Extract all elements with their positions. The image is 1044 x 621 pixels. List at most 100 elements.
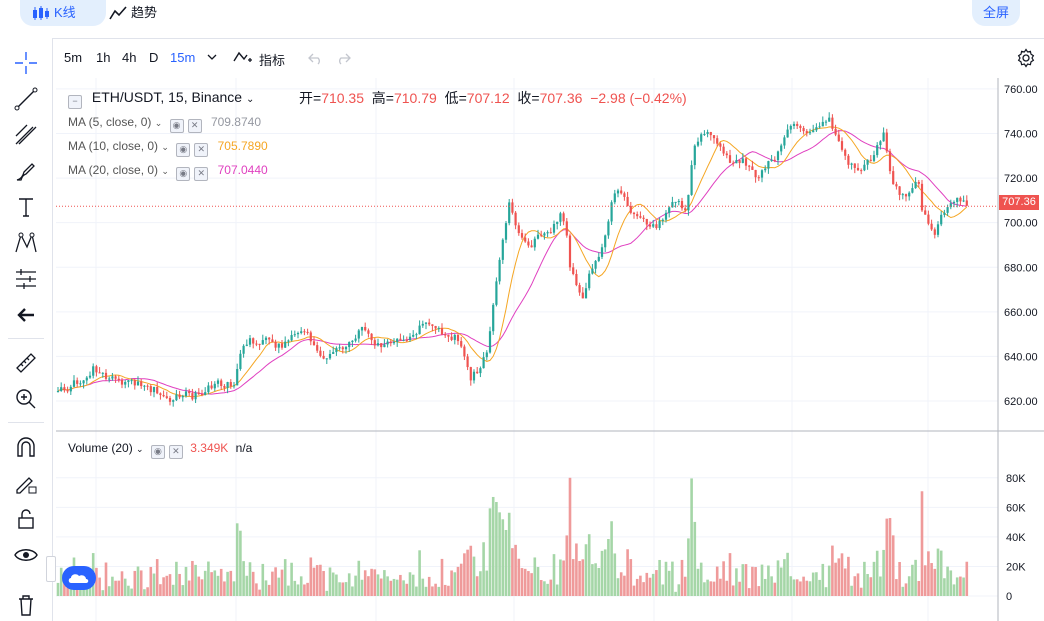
volume-bar — [594, 563, 597, 596]
tab-kline[interactable]: K线 — [20, 0, 106, 26]
volume-bar — [399, 574, 402, 596]
candle-body — [127, 380, 130, 382]
volume-bar — [962, 577, 965, 596]
timeframe-d[interactable]: D — [149, 50, 159, 65]
candle-body — [799, 125, 802, 129]
lock-icon[interactable] — [13, 506, 39, 532]
candle-body — [898, 186, 901, 195]
candle-body — [322, 355, 325, 359]
candle-body — [124, 381, 127, 385]
candle-body — [434, 325, 437, 329]
timeframe-4h[interactable]: 4h — [122, 50, 137, 65]
lock-edit-icon[interactable] — [13, 470, 39, 496]
indicators-button[interactable]: 指标 — [259, 53, 286, 68]
volume-bar — [818, 579, 821, 596]
candle-body — [418, 325, 421, 335]
candle-body — [866, 159, 869, 165]
volume-bar — [354, 575, 357, 596]
candle-body — [268, 337, 271, 340]
ruler-icon[interactable] — [13, 350, 39, 376]
trash-icon[interactable] — [13, 592, 39, 618]
trend-line-tool-icon[interactable] — [13, 86, 39, 112]
candle-body — [677, 201, 680, 203]
zoom-in-icon[interactable] — [13, 386, 39, 412]
volume-label: Volume (20) — [68, 441, 133, 455]
volume-bar — [101, 590, 105, 596]
candle-body — [271, 339, 274, 342]
candle-body — [290, 335, 293, 341]
volume-bar — [213, 570, 217, 596]
volume-bar — [335, 574, 338, 596]
candle-body — [594, 260, 597, 269]
candle-body — [255, 343, 258, 345]
fullscreen-button[interactable]: 全屏 — [972, 0, 1020, 26]
candle-body — [517, 225, 520, 234]
back-arrow-icon[interactable] — [13, 302, 39, 328]
undo-icon[interactable] — [308, 51, 324, 65]
close-icon[interactable]: ✕ — [168, 445, 183, 459]
magnet-icon[interactable] — [13, 434, 39, 460]
volume-bar — [815, 572, 818, 596]
gear-icon[interactable] — [1016, 48, 1036, 68]
fib-tool-icon[interactable] — [13, 122, 39, 148]
volume-bar — [491, 496, 495, 596]
candle-body — [780, 145, 783, 152]
eye-icon[interactable] — [13, 542, 39, 568]
ma20-legend[interactable]: MA (20, close, 0) ⌄ ◉ ✕ 707.0440 — [68, 163, 268, 181]
candle-body — [639, 216, 642, 218]
timeframe-15m[interactable]: 15m — [170, 50, 196, 65]
candle-body — [552, 223, 556, 233]
open-label: 开 — [299, 90, 313, 106]
ma5-legend[interactable]: MA (5, close, 0) ⌄ ◉ ✕ 709.8740 — [68, 115, 261, 133]
candle-body — [882, 132, 885, 142]
volume-bar — [632, 585, 636, 596]
timeframe-5m[interactable]: 5m — [64, 50, 83, 65]
ma10-legend[interactable]: MA (10, close, 0) ⌄ ◉ ✕ 705.7890 — [68, 139, 268, 157]
chevron-down-icon[interactable] — [207, 53, 217, 61]
candle-body — [463, 346, 466, 357]
brush-tool-icon[interactable] — [13, 158, 39, 184]
symbol-title[interactable]: − ETH/USDT, 15, Binance ⌄ — [68, 89, 254, 109]
close-icon[interactable]: ✕ — [194, 167, 209, 181]
candle-body — [453, 334, 456, 340]
indicators-icon[interactable] — [233, 49, 253, 65]
price-chart[interactable]: 760.00 740.00 720.00 700.00 680.00 660.00 640.… — [56, 78, 1044, 621]
trend-line-icon — [109, 6, 127, 20]
eye-icon[interactable]: ◉ — [150, 445, 165, 459]
volume-bar — [943, 578, 946, 596]
candle-body — [405, 339, 408, 341]
candle-body — [626, 196, 629, 206]
crosshair-icon[interactable] — [13, 50, 39, 76]
eye-icon[interactable]: ◉ — [176, 167, 191, 181]
pattern-tool-icon[interactable] — [13, 230, 39, 256]
volume-bar — [248, 562, 252, 596]
candle-body — [152, 387, 156, 393]
volume-bar — [498, 512, 501, 596]
tab-trend[interactable]: 趋势 — [97, 0, 175, 26]
timeframe-1h[interactable]: 1h — [96, 50, 111, 65]
eye-icon[interactable]: ◉ — [176, 143, 191, 157]
text-tool-icon[interactable] — [13, 194, 39, 220]
volume-bar — [187, 580, 191, 596]
candle-body — [879, 141, 882, 146]
volume-bar — [667, 570, 671, 596]
volume-bar — [440, 558, 444, 596]
candle-body — [965, 200, 968, 206]
redo-icon[interactable] — [335, 51, 351, 65]
collapse-legend-icon[interactable]: − — [68, 95, 82, 109]
volume-legend[interactable]: Volume (20) ⌄ ◉ ✕ 3.349K n/a — [68, 441, 252, 459]
candle-body — [82, 380, 85, 384]
volume-bar — [107, 586, 111, 596]
close-icon[interactable]: ✕ — [194, 143, 209, 157]
candle-body — [508, 202, 511, 224]
measure-tool-icon[interactable] — [13, 266, 39, 292]
volume-bar — [165, 575, 169, 596]
volume-bar — [581, 559, 585, 596]
candle-body — [514, 212, 517, 226]
volume-bar — [194, 564, 197, 596]
collapse-toolbar-handle[interactable] — [46, 556, 56, 582]
close-icon[interactable]: ✕ — [187, 119, 202, 133]
eye-icon[interactable]: ◉ — [169, 119, 184, 133]
volume-bar — [543, 581, 546, 596]
volume-bar — [120, 571, 124, 596]
